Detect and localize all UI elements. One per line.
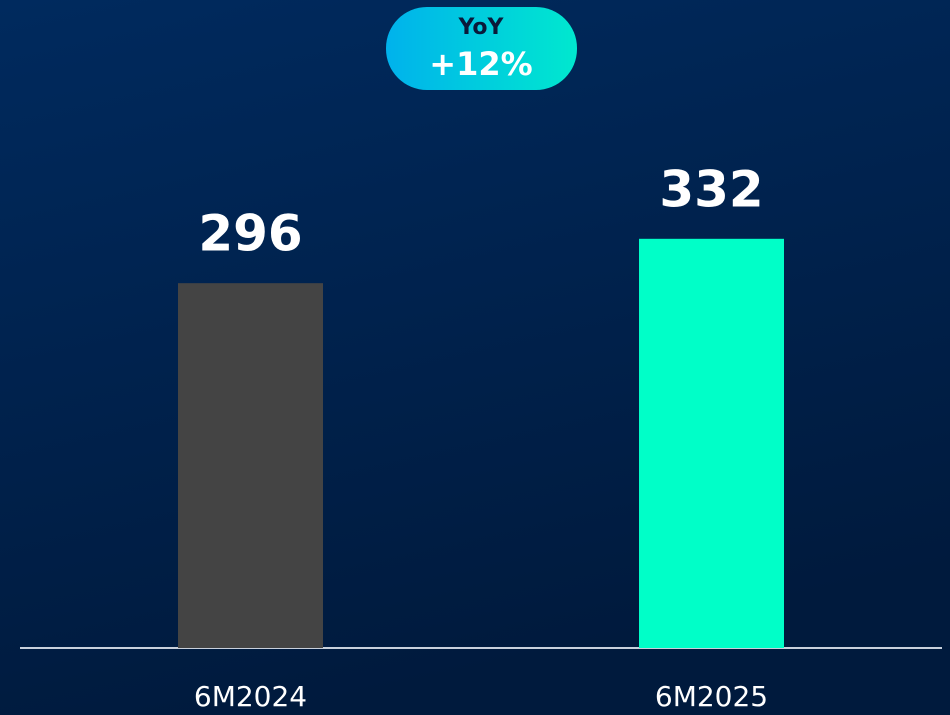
yoy-badge	[386, 7, 577, 90]
value-label: 296	[198, 205, 302, 263]
x-tick-label: 6M2024	[194, 680, 307, 713]
bar	[639, 238, 784, 648]
x-tick-label: 6M2025	[655, 680, 768, 713]
value-label: 332	[659, 160, 763, 218]
badge-title: YoY	[458, 15, 505, 40]
bar	[178, 283, 323, 648]
badge-text: +12%	[429, 45, 532, 83]
